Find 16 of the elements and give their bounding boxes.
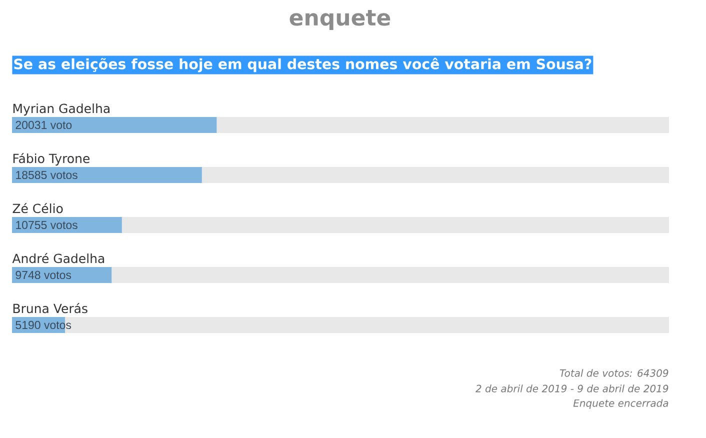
y-tick-label: Myrian Gadelha: [13, 103, 110, 116]
y-tick-label: Zé Célio: [12, 202, 63, 214]
text: Total de votos: 64309: [560, 369, 668, 377]
y-tick-label: Fábio Tyrone: [13, 152, 90, 166]
text: 2 de abril de 2019 - 9 de abril de 2019: [476, 384, 668, 392]
data-label: 20031 voto: [16, 120, 72, 130]
text: Enquete encerrada: [573, 399, 668, 409]
data-label: 9748 votos: [16, 270, 72, 280]
data-label: 18585 votos: [16, 170, 78, 180]
data-label: 10755 votos: [16, 220, 78, 230]
bar: [12, 216, 122, 233]
y-tick-label: Bruna Verás: [13, 302, 88, 314]
y-tick-label: André Gadelha: [12, 252, 104, 264]
bar: [12, 266, 112, 283]
chart-subtitle: Se as eleições fosse hoje em qual destes nomes você votaria em Sousa?: [14, 58, 592, 72]
chart-title: enquete: [290, 10, 390, 30]
